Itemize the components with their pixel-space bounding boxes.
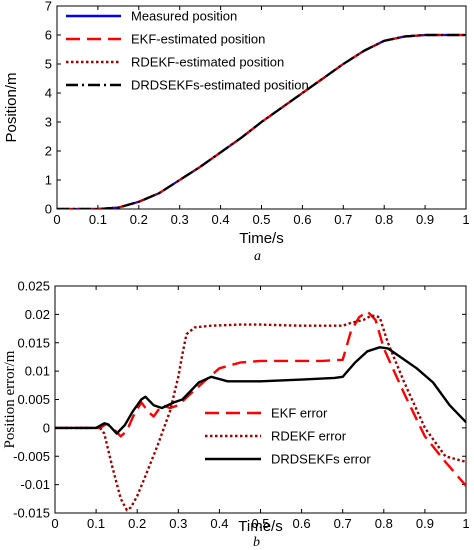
legend-entry-0: Measured position bbox=[131, 9, 237, 24]
x-tick-label: 0.1 bbox=[87, 516, 105, 531]
x-axis-label: Time/s bbox=[238, 518, 282, 535]
x-axis-label: Time/s bbox=[239, 230, 283, 247]
y-tick-label: 4 bbox=[45, 86, 52, 101]
y-tick-label: 0.005 bbox=[17, 392, 50, 407]
y-tick-label: 0.01 bbox=[25, 364, 50, 379]
y-tick-label: 1 bbox=[45, 173, 52, 188]
legend: Measured position EKF-estimated position R… bbox=[66, 9, 309, 93]
legend-entry-2: DRDSEKFs error bbox=[271, 452, 371, 467]
x-tick-label: 0.2 bbox=[130, 212, 148, 227]
x-tick-label: 0 bbox=[53, 212, 60, 227]
x-tick-label: 0.4 bbox=[210, 516, 228, 531]
y-tick-label: 0 bbox=[43, 420, 50, 435]
x-tick-label: 0.1 bbox=[89, 212, 107, 227]
x-tick-label: 0.7 bbox=[334, 212, 352, 227]
legend: EKF error RDEKF error DRDSEKFs error bbox=[205, 406, 371, 467]
legend-entry-1: RDEKF error bbox=[271, 429, 347, 444]
y-tick-label: 5 bbox=[45, 57, 52, 72]
x-tick-label: 1 bbox=[462, 212, 469, 227]
x-tick-label: 0.5 bbox=[251, 516, 269, 531]
series-line-0 bbox=[55, 310, 466, 487]
series-line-2 bbox=[55, 346, 466, 435]
x-tick-label: 0.9 bbox=[416, 516, 434, 531]
y-tick-label: -0.015 bbox=[13, 506, 50, 521]
x-tick-label: 0.6 bbox=[293, 516, 311, 531]
y-axis-label: Position error/m bbox=[2, 350, 18, 448]
y-tick-label: 7 bbox=[45, 0, 52, 14]
y-tick-label: 6 bbox=[45, 28, 52, 43]
y-tick-label: 0.025 bbox=[17, 279, 50, 294]
y-tick-label: 0.015 bbox=[17, 335, 50, 350]
legend-entry-0: EKF error bbox=[271, 406, 328, 421]
x-tick-label: 0.6 bbox=[293, 212, 311, 227]
panel-label: b bbox=[253, 535, 260, 550]
y-tick-label: 0.02 bbox=[25, 307, 50, 322]
chart-panel-b: 0 0.1 0.2 0.3 0.4 0.5 0.6 0.7 0.8 0.9 1 -0.015 -0.01… bbox=[2, 279, 470, 550]
x-tick-label: 0.7 bbox=[334, 516, 352, 531]
legend-entry-1: EKF-estimated position bbox=[131, 32, 265, 47]
chart-panel-a: 0 0.1 0.2 0.3 0.4 0.5 0.6 0.7 0.8 0.9 1 0 1 2 3 4 5 6 7 Tim… bbox=[3, 0, 470, 264]
x-tick-label: 0 bbox=[51, 516, 58, 531]
legend-entry-2: RDEKF-estimated position bbox=[131, 55, 284, 70]
series-line-1 bbox=[55, 314, 466, 512]
y-tick-label: -0.01 bbox=[20, 477, 50, 492]
x-tick-label: 0.3 bbox=[169, 516, 187, 531]
y-tick-label: 2 bbox=[45, 144, 52, 159]
x-tick-label: 1 bbox=[462, 516, 469, 531]
x-tick-label: 0.2 bbox=[128, 516, 146, 531]
x-tick-label: 0.8 bbox=[375, 516, 393, 531]
y-tick-label: -0.005 bbox=[13, 449, 50, 464]
panel-label: a bbox=[254, 249, 261, 264]
plot-frame bbox=[54, 285, 467, 514]
legend-entry-3: DRDSEKFs-estimated position bbox=[131, 78, 309, 93]
series-line-3 bbox=[57, 33, 466, 209]
x-tick-label: 0.8 bbox=[375, 212, 393, 227]
y-tick-label: 0 bbox=[45, 202, 52, 217]
y-tick-label: 3 bbox=[45, 115, 52, 130]
x-tick-label: 0.5 bbox=[252, 212, 270, 227]
x-tick-label: 0.4 bbox=[212, 212, 230, 227]
x-tick-label: 0.9 bbox=[416, 212, 434, 227]
y-axis-label: Position/m bbox=[3, 72, 20, 142]
x-tick-label: 0.3 bbox=[171, 212, 189, 227]
